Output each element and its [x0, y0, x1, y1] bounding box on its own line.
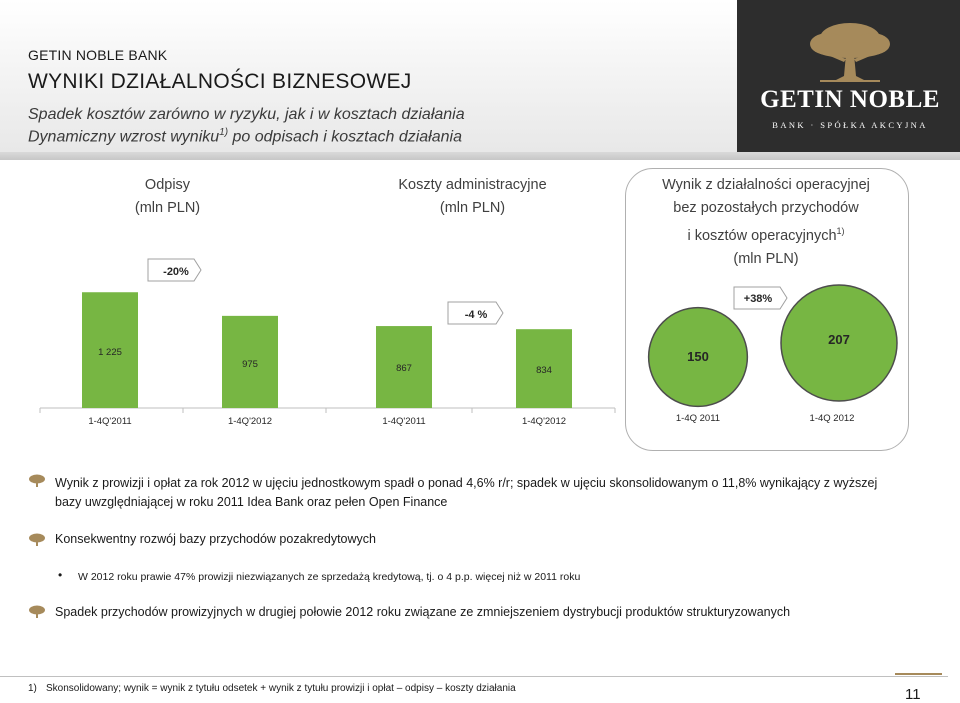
- wynik-title: Wynik z działalności operacyjnej bez poz…: [640, 174, 892, 271]
- wynik-title-line3: i kosztów operacyjnych1): [640, 220, 892, 248]
- header-rule: [0, 152, 960, 160]
- subtitle-2-pre: Dynamiczny wzrost wyniku: [28, 128, 220, 146]
- bullet-1: Wynik z prowizji i opłat za rok 2012 w u…: [55, 474, 950, 512]
- koszty-tick-2011: 1-4Q'2011: [382, 416, 425, 427]
- sub-bullet-1: W 2012 roku prawie 47% prowizji niezwiąz…: [78, 571, 581, 583]
- odpisy-title-line2: (mln PLN): [134, 200, 201, 216]
- koszty-title-line1: Koszty administracyjne: [398, 177, 547, 193]
- odpisy-title-line1: Odpisy: [144, 177, 191, 193]
- wynik-title-line3-text: i kosztów operacyjnych: [687, 227, 837, 244]
- slide-header: [0, 0, 960, 160]
- footnote-number: 1): [28, 683, 37, 694]
- header-band: [0, 0, 737, 152]
- tree-bullet-icon: [29, 605, 45, 618]
- logo-text: GETIN NOBLE: [760, 86, 940, 113]
- wynik-title-footnote-mark: 1): [836, 226, 845, 236]
- chart-koszty: 867 834 1-4Q'2011 1-4Q'2012 -4 %: [376, 301, 572, 427]
- odpisy-bar-2012: [222, 315, 278, 408]
- koszty-value-2011: 867: [396, 363, 412, 374]
- odpisy-value-2012: 975: [242, 359, 258, 370]
- wynik-title-line4: (mln PLN): [733, 250, 799, 267]
- logo-subtext: BANK · SPÓŁKA AKCYJNA: [772, 120, 928, 130]
- odpisy-tick-2012: 1-4Q'2012: [228, 416, 272, 427]
- wynik-change-arrow: [733, 286, 788, 310]
- bank-name: GETIN NOBLE BANK: [28, 47, 168, 63]
- subtitle-2-footnote-mark: 1): [219, 127, 229, 138]
- subtitle-2-post: po odpisach i kosztach działania: [228, 128, 462, 146]
- koszty-value-2012: 834: [536, 365, 552, 376]
- footer-rule: [0, 676, 948, 677]
- odpisy-change-label: -20%: [163, 266, 189, 278]
- odpisy-tick-2011: 1-4Q'2011: [88, 416, 131, 427]
- page-number: 11: [905, 686, 921, 703]
- bullet-3: Spadek przychodów prowizyjnych w drugiej…: [55, 605, 791, 619]
- page-title: WYNIKI DZIAŁALNOŚCI BIZNESOWEJ: [28, 70, 412, 93]
- chart-odpisy: 1 225 975 1-4Q'2011 1-4Q'2012 -20%: [82, 258, 278, 427]
- subtitle-1: Spadek kosztów zarówno w ryzyku, jak i w…: [28, 106, 465, 123]
- wynik-title-line2: bez pozostałych przychodów: [673, 200, 859, 216]
- wynik-title-line1: Wynik z działalności operacyjnej: [662, 177, 870, 193]
- subtitle-2: Dynamiczny wzrost wyniku1) po odpisach i…: [28, 127, 462, 146]
- bullet-1-line2: bazy uwzględniającej w roku 2011 Idea Ba…: [55, 495, 448, 509]
- koszty-title: Koszty administracyjne (mln PLN): [370, 174, 575, 220]
- sub-bullet-dot: •: [58, 568, 63, 582]
- wynik-value-2012: 207: [828, 332, 850, 347]
- wynik-bubble-2011: [647, 306, 749, 408]
- wynik-panel-frame: [625, 168, 909, 451]
- koszty-change-arrow: [447, 301, 504, 325]
- footnote-text: Skonsolidowany; wynik = wynik z tytułu o…: [46, 683, 516, 694]
- page-number-rule: [895, 673, 942, 675]
- tree-logo-icon: [810, 23, 890, 82]
- odpisy-change-arrow: [147, 258, 202, 282]
- koszty-bar-2012: [516, 329, 572, 408]
- koszty-change-label: -4 %: [465, 309, 488, 321]
- odpisy-bar-2011: [82, 292, 138, 408]
- odpisy-title: Odpisy (mln PLN): [110, 174, 225, 220]
- wynik-change-label: +38%: [744, 293, 773, 305]
- tree-bullet-icon: [29, 533, 45, 546]
- koszty-bar-2011: [376, 326, 432, 408]
- koszty-tick-2012: 1-4Q'2012: [522, 416, 566, 427]
- chart-wynik: 150 207 1-4Q 2011 1-4Q 2012 +38%: [647, 284, 898, 424]
- wynik-tick-2012: 1-4Q 2012: [810, 413, 855, 424]
- wynik-value-2011: 150: [687, 349, 709, 364]
- odpisy-value-2011: 1 225: [98, 347, 122, 358]
- koszty-title-line2: (mln PLN): [439, 200, 506, 216]
- bullet-1-line1: Wynik z prowizji i opłat za rok 2012 w u…: [55, 476, 878, 490]
- tree-bullet-icon: [29, 474, 45, 487]
- wynik-bubble-2012: [780, 284, 898, 402]
- wynik-tick-2011: 1-4Q 2011: [676, 413, 720, 424]
- bullet-2: Konsekwentny rozwój bazy przychodów poza…: [55, 532, 376, 546]
- chart-baseline-ticks: [39, 408, 616, 413]
